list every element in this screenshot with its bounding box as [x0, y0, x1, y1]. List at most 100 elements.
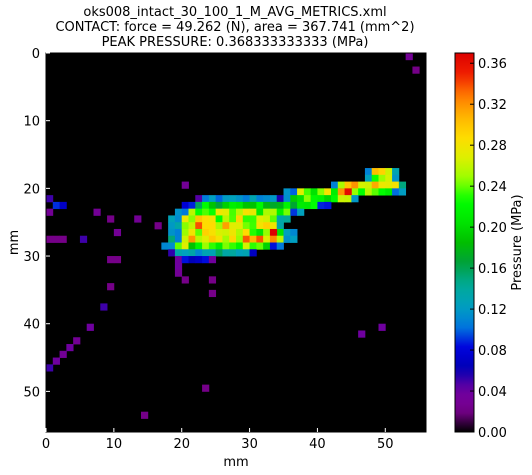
- heatmap-cell: [181, 276, 189, 284]
- heatmap-cell: [215, 235, 223, 243]
- heatmap-cell: [208, 242, 217, 250]
- heatmap-cell: [188, 228, 196, 237]
- heatmap-cell: [215, 201, 223, 210]
- heatmap-cell: [236, 195, 244, 203]
- heatmap-cell: [79, 235, 88, 243]
- heatmap-cell: [236, 249, 244, 257]
- heatmap-cell: [195, 195, 203, 203]
- heatmap-cell: [242, 228, 250, 237]
- heatmap-cell: [337, 195, 345, 203]
- x-tick-label: 10: [106, 437, 123, 452]
- heatmap-cell: [371, 168, 379, 176]
- heatmap-cell: [371, 188, 379, 196]
- heatmap-cell: [310, 195, 318, 203]
- colorbar-label: Pressure (MPa): [510, 194, 525, 290]
- heatmap-cell: [195, 256, 203, 264]
- heatmap-cell: [215, 222, 223, 230]
- heatmap-cell: [378, 188, 386, 196]
- heatmap-cell: [195, 228, 203, 237]
- heatmap-cell: [303, 188, 312, 196]
- heatmap-cell: [269, 222, 278, 230]
- heatmap-cell: [181, 181, 189, 189]
- heatmap-cell: [385, 168, 393, 176]
- heatmap-cell: [385, 188, 393, 196]
- heatmap-cell: [344, 188, 352, 196]
- heatmap-cell: [188, 242, 196, 250]
- heatmap-cell: [351, 195, 359, 203]
- heatmap-cell: [208, 249, 217, 257]
- heatmap-cell: [263, 235, 271, 243]
- heatmap-cell: [290, 235, 298, 243]
- heatmap-cell: [331, 195, 339, 203]
- heatmap-cell: [195, 242, 203, 250]
- heatmap-cell: [174, 215, 183, 223]
- heatmap-cell: [59, 350, 67, 358]
- heatmap-cell: [222, 222, 230, 230]
- heatmap-cell: [236, 222, 244, 230]
- heatmap-cell: [52, 235, 60, 243]
- heatmap-cell: [222, 228, 230, 237]
- heatmap-cell: [222, 235, 230, 243]
- heatmap-cell: [283, 228, 291, 237]
- heatmap-cell: [174, 208, 183, 216]
- heatmap-cell: [181, 201, 189, 210]
- heatmap-cell: [398, 188, 407, 196]
- colorbar-tick-label: 0.08: [478, 344, 507, 359]
- heatmap-cell: [263, 201, 271, 210]
- heatmap-cell: [269, 235, 278, 243]
- heatmap-cell: [195, 235, 203, 243]
- heatmap-cell: [208, 289, 217, 298]
- heatmap-cell: [107, 283, 115, 291]
- heatmap-cell: [181, 242, 189, 250]
- heatmap-cell: [263, 215, 271, 223]
- chart-title-line1: oks008_intact_30_100_1_M_AVG_METRICS.xml: [83, 5, 387, 20]
- heatmap-cell: [358, 181, 366, 189]
- heatmap-cell: [256, 242, 264, 250]
- heatmap-cell: [222, 195, 230, 203]
- colorbar-tick-label: 0.16: [478, 262, 507, 277]
- heatmap-cell: [46, 235, 54, 243]
- heatmap-cell: [52, 357, 60, 365]
- heatmap-cell: [208, 208, 217, 216]
- heatmap-cell: [378, 168, 386, 176]
- y-tick-label: 0: [32, 47, 40, 62]
- heatmap-cell: [215, 228, 223, 237]
- heatmap-cell: [202, 235, 210, 243]
- heatmap-cell: [263, 242, 271, 250]
- heatmap-cell: [229, 208, 237, 216]
- heatmap-cell: [378, 323, 386, 331]
- heatmap-cell: [66, 344, 74, 352]
- heatmap-cell: [113, 228, 122, 237]
- heatmap-cell: [222, 215, 230, 223]
- heatmap-cell: [256, 235, 264, 243]
- heatmap-cell: [290, 201, 298, 210]
- heatmap-cell: [195, 215, 203, 223]
- heatmap-cell: [229, 235, 237, 243]
- heatmap-cell: [202, 222, 210, 230]
- heatmap-cell: [392, 168, 400, 176]
- heatmap-cell: [256, 222, 264, 230]
- heatmap-cell: [249, 208, 257, 216]
- heatmap-cell: [242, 249, 250, 257]
- heatmap-cell: [93, 208, 101, 216]
- heatmap-cell: [215, 242, 223, 250]
- heatmap-cell: [236, 228, 244, 237]
- heatmap-cell: [249, 195, 257, 203]
- heatmap-cell: [107, 215, 115, 223]
- heatmap-cell: [290, 208, 298, 216]
- heatmap-cell: [236, 215, 244, 223]
- heatmap-cell: [364, 181, 373, 189]
- heatmap-cell: [236, 201, 244, 210]
- heatmap-cell: [283, 201, 291, 210]
- heatmap-cell: [208, 276, 217, 284]
- heatmap-cell: [174, 222, 183, 230]
- heatmap-cell: [371, 174, 379, 182]
- heatmap-cell: [331, 188, 339, 196]
- plot-frame: [45, 52, 427, 433]
- heatmap-cell: [263, 208, 271, 216]
- heatmap-cell: [59, 235, 67, 243]
- heatmap-cell: [202, 256, 210, 264]
- heatmap-cell: [249, 228, 257, 237]
- heatmap-cell: [46, 208, 54, 216]
- heatmap-cell: [385, 181, 393, 189]
